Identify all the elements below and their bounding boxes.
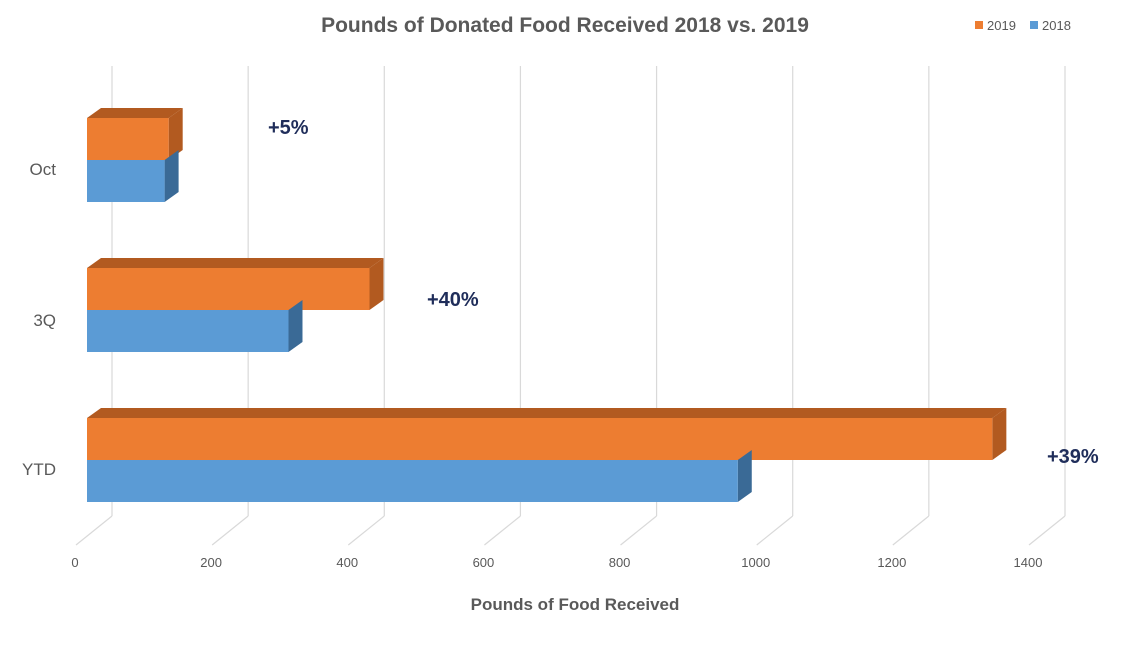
legend-label-2019: 2019: [987, 18, 1016, 33]
chart-title: Pounds of Donated Food Received 2018 vs.…: [321, 14, 809, 37]
x-tick-label-1200: 1200: [877, 555, 906, 570]
bar-3q-2019: [87, 258, 384, 310]
bar-front-face: [87, 160, 165, 202]
bar-front-face: [87, 268, 370, 310]
bar-ytd-2018: [87, 450, 752, 502]
bar-front-face: [87, 418, 993, 460]
x-tick-label-800: 800: [609, 555, 631, 570]
bar-top-face: [87, 108, 183, 118]
floor-gridline-1400: [1028, 515, 1066, 546]
annotation-ytd: +39%: [1047, 446, 1099, 468]
x-tick-label-200: 200: [200, 555, 222, 570]
bar-oct-2019: [87, 108, 183, 160]
bars: [87, 108, 1007, 502]
bar-front-face: [87, 118, 169, 160]
floor-gridline-1000: [756, 515, 794, 546]
bar-ytd-2019: [87, 408, 1007, 460]
legend: 2019 2018: [975, 18, 1071, 33]
legend-swatch-2019: [975, 21, 983, 29]
bar-front-face: [87, 310, 289, 352]
bar-side-face: [369, 258, 384, 310]
floor-gridline-1200: [892, 515, 930, 546]
category-label-oct: Oct: [30, 160, 57, 179]
x-tick-label-1000: 1000: [741, 555, 770, 570]
x-axis-ticks: 0 200 400 600 800 1000 1200 1400: [71, 555, 1042, 570]
category-label-3q: 3Q: [33, 311, 56, 330]
bar-side-face: [168, 108, 183, 160]
x-tick-label-1400: 1400: [1014, 555, 1043, 570]
annotation-3q: +40%: [427, 289, 479, 311]
bar-top-face: [87, 258, 384, 268]
x-axis-title: Pounds of Food Received: [471, 595, 680, 614]
annotation-oct: +5%: [268, 117, 309, 139]
floor-gridline-400: [347, 515, 385, 546]
bar-side-face: [288, 300, 303, 352]
x-tick-label-0: 0: [71, 555, 78, 570]
category-label-ytd: YTD: [22, 460, 56, 479]
x-tick-label-600: 600: [473, 555, 495, 570]
legend-swatch-2018: [1030, 21, 1038, 29]
bar-side-face: [737, 450, 752, 502]
bar-3q-2018: [87, 300, 303, 352]
bar-side-face: [992, 408, 1007, 460]
bar-front-face: [87, 460, 738, 502]
legend-label-2018: 2018: [1042, 18, 1071, 33]
floor-gridline-600: [484, 515, 521, 546]
floor-gridline-0: [75, 515, 113, 546]
bar-side-face: [164, 150, 179, 202]
bar-top-face: [87, 408, 1007, 418]
x-tick-label-400: 400: [336, 555, 358, 570]
bar-oct-2018: [87, 150, 179, 202]
floor-gridline-200: [211, 515, 249, 546]
floor-gridline-800: [620, 515, 657, 546]
